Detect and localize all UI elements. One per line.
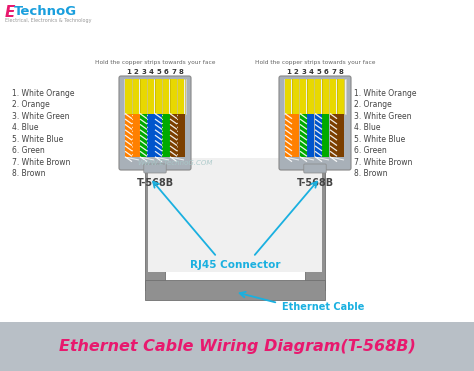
Bar — [140, 114, 154, 157]
Bar — [133, 114, 139, 157]
Text: 7. White Brown: 7. White Brown — [354, 158, 412, 167]
Text: 2. Orange: 2. Orange — [354, 100, 392, 109]
Text: 3. White Green: 3. White Green — [354, 112, 411, 121]
Bar — [163, 79, 169, 114]
Bar — [300, 79, 307, 114]
Text: 8. Brown: 8. Brown — [354, 169, 388, 178]
Text: Ethernet Cable: Ethernet Cable — [282, 302, 365, 312]
Text: RJ45 Connector: RJ45 Connector — [190, 260, 280, 270]
Text: T-568B: T-568B — [137, 178, 173, 188]
Text: 8: 8 — [179, 69, 184, 75]
Bar — [292, 114, 300, 157]
Text: 2. Orange: 2. Orange — [12, 100, 50, 109]
Bar — [145, 280, 325, 300]
Text: T-568B: T-568B — [296, 178, 334, 188]
Bar — [170, 114, 184, 157]
Bar — [124, 79, 186, 114]
Text: 3. White Green: 3. White Green — [12, 112, 70, 121]
Text: E: E — [5, 5, 15, 20]
Bar — [177, 79, 184, 114]
Text: 6: 6 — [324, 69, 328, 75]
Bar — [170, 79, 176, 114]
Bar — [0, 322, 474, 371]
Text: Ethernet Cable Wiring Diagram(T-568B): Ethernet Cable Wiring Diagram(T-568B) — [59, 338, 415, 354]
Text: 5: 5 — [156, 69, 161, 75]
Bar — [322, 79, 329, 114]
Text: 4. Blue: 4. Blue — [12, 123, 38, 132]
Bar — [155, 79, 162, 114]
Text: 5. White Blue: 5. White Blue — [12, 135, 63, 144]
Bar — [285, 79, 292, 114]
Bar — [140, 114, 147, 157]
Bar — [330, 114, 337, 157]
Text: 1: 1 — [126, 69, 131, 75]
Bar — [285, 114, 292, 157]
Bar — [315, 114, 329, 157]
Text: 7: 7 — [331, 69, 336, 75]
Text: 3: 3 — [141, 69, 146, 75]
Bar — [147, 79, 154, 114]
Text: 6: 6 — [164, 69, 169, 75]
Text: 6. Green: 6. Green — [12, 146, 45, 155]
FancyBboxPatch shape — [279, 76, 351, 170]
Text: 1: 1 — [286, 69, 291, 75]
Bar — [163, 114, 170, 157]
Text: TechnoG: TechnoG — [14, 5, 77, 18]
Bar — [308, 79, 314, 114]
Bar — [177, 114, 184, 157]
Text: 1. White Orange: 1. White Orange — [12, 89, 74, 98]
Bar — [322, 114, 329, 157]
Text: 2: 2 — [134, 69, 138, 75]
Text: 5. White Blue: 5. White Blue — [354, 135, 405, 144]
Bar — [337, 114, 345, 157]
Bar — [147, 114, 155, 157]
Text: WWW.ETechnoG.COM: WWW.ETechnoG.COM — [137, 160, 213, 166]
Bar — [292, 79, 299, 114]
Bar — [300, 114, 314, 157]
Bar — [125, 114, 139, 157]
Text: 6. Green: 6. Green — [354, 146, 387, 155]
FancyBboxPatch shape — [304, 164, 326, 173]
Bar — [315, 114, 322, 157]
Bar — [285, 114, 299, 157]
Bar — [300, 114, 307, 157]
Bar — [140, 79, 146, 114]
Bar — [315, 79, 321, 114]
Text: Hold the copper strips towards your face: Hold the copper strips towards your face — [255, 59, 375, 65]
Text: 8. Brown: 8. Brown — [12, 169, 46, 178]
Bar — [330, 79, 337, 114]
Text: 5: 5 — [316, 69, 321, 75]
Text: Electrical, Electronics & Technology: Electrical, Electronics & Technology — [5, 18, 91, 23]
Bar — [308, 114, 315, 157]
Bar — [145, 163, 165, 290]
Bar — [133, 79, 139, 114]
Text: 2: 2 — [294, 69, 299, 75]
Text: Hold the copper strips towards your face: Hold the copper strips towards your face — [95, 59, 215, 65]
Text: 8: 8 — [339, 69, 344, 75]
Bar — [125, 114, 132, 157]
Text: 4: 4 — [309, 69, 314, 75]
Bar — [155, 114, 162, 157]
Bar — [337, 79, 344, 114]
Bar — [284, 79, 346, 114]
Text: 3: 3 — [301, 69, 306, 75]
Bar — [170, 114, 177, 157]
Text: 1. White Orange: 1. White Orange — [354, 89, 417, 98]
Bar — [155, 114, 169, 157]
Bar — [148, 158, 322, 272]
Text: 4: 4 — [149, 69, 154, 75]
Text: 4. Blue: 4. Blue — [354, 123, 381, 132]
Bar — [305, 163, 325, 290]
FancyBboxPatch shape — [119, 76, 191, 170]
FancyBboxPatch shape — [144, 164, 166, 173]
Text: 7: 7 — [171, 69, 176, 75]
Bar — [125, 79, 131, 114]
Text: 7. White Brown: 7. White Brown — [12, 158, 70, 167]
Bar — [330, 114, 344, 157]
